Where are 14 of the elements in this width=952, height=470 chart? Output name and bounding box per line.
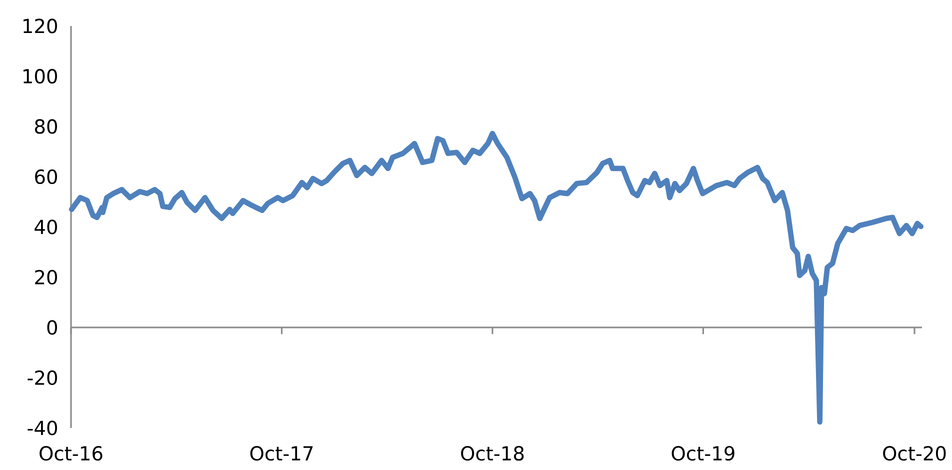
y-tick-label: 60 (35, 169, 58, 184)
y-tick-label: 40 (34, 220, 58, 234)
y-tick-label: 0 (47, 320, 58, 335)
y-tick-label: -40 (28, 420, 58, 436)
y-tick-label: 80 (35, 119, 58, 134)
y-tick-label: 20 (35, 270, 58, 285)
y-tick-label: 120 (24, 18, 58, 34)
x-tick-label: Oct-16 (40, 446, 102, 461)
x-tick-label: Oct-17 (250, 446, 313, 461)
x-tick-label: Oct-19 (672, 446, 734, 461)
x-tick-label: Oct-20 (883, 446, 946, 461)
y-tick-label: 100 (24, 68, 58, 84)
x-tick-label: Oct-18 (461, 446, 524, 461)
y-tick-label: -20 (28, 370, 58, 386)
